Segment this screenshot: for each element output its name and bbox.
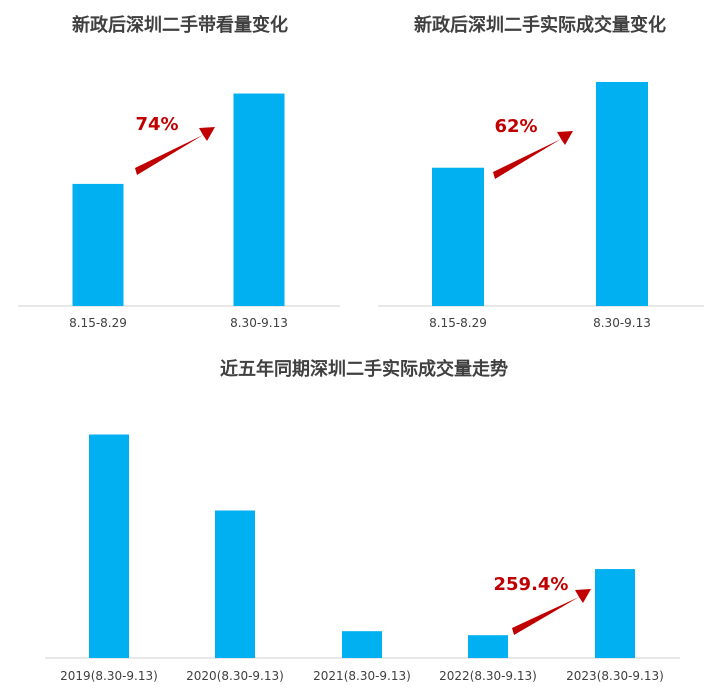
x-tick-label: 2023(8.30-9.13) [566, 669, 664, 683]
bar-0 [72, 183, 124, 306]
chart-title: 近五年同期深圳二手实际成交量走势 [220, 358, 508, 380]
x-tick-label: 8.15-8.29 [429, 316, 487, 330]
bar-1 [596, 81, 648, 306]
growth-arrow-icon [512, 589, 591, 635]
chart-view-volume: 新政后深圳二手带看量变化 8.15-8.29 8.30-9.13 74% [18, 14, 340, 330]
x-tick-label: 2020(8.30-9.13) [186, 669, 284, 683]
growth-annotation: 74% [135, 114, 178, 135]
bar-1 [215, 510, 255, 658]
growth-arrow-icon [493, 131, 573, 179]
bar-0 [89, 434, 129, 658]
chart-transaction-volume: 新政后深圳二手实际成交量变化 8.15-8.29 8.30-9.13 62% [378, 14, 704, 330]
bar-2 [342, 631, 382, 658]
bar-3 [468, 635, 508, 658]
bar-4 [595, 569, 635, 658]
growth-annotation: 62% [494, 116, 537, 137]
x-tick-label: 8.15-8.29 [69, 316, 127, 330]
x-tick-label: 2022(8.30-9.13) [439, 669, 537, 683]
chart-five-year-trend: 近五年同期深圳二手实际成交量走势 2019(8.30-9.13) 2020(8.3… [45, 358, 680, 683]
bar-1 [233, 93, 285, 307]
x-tick-label: 2021(8.30-9.13) [313, 669, 411, 683]
x-tick-label: 8.30-9.13 [593, 316, 651, 330]
chart-title: 新政后深圳二手实际成交量变化 [414, 14, 666, 36]
growth-arrow-icon [135, 127, 215, 175]
bar-0 [432, 167, 484, 306]
chart-title: 新政后深圳二手带看量变化 [72, 14, 288, 36]
growth-annotation: 259.4% [494, 574, 569, 595]
x-tick-label: 8.30-9.13 [230, 316, 288, 330]
x-tick-label: 2019(8.30-9.13) [60, 669, 158, 683]
